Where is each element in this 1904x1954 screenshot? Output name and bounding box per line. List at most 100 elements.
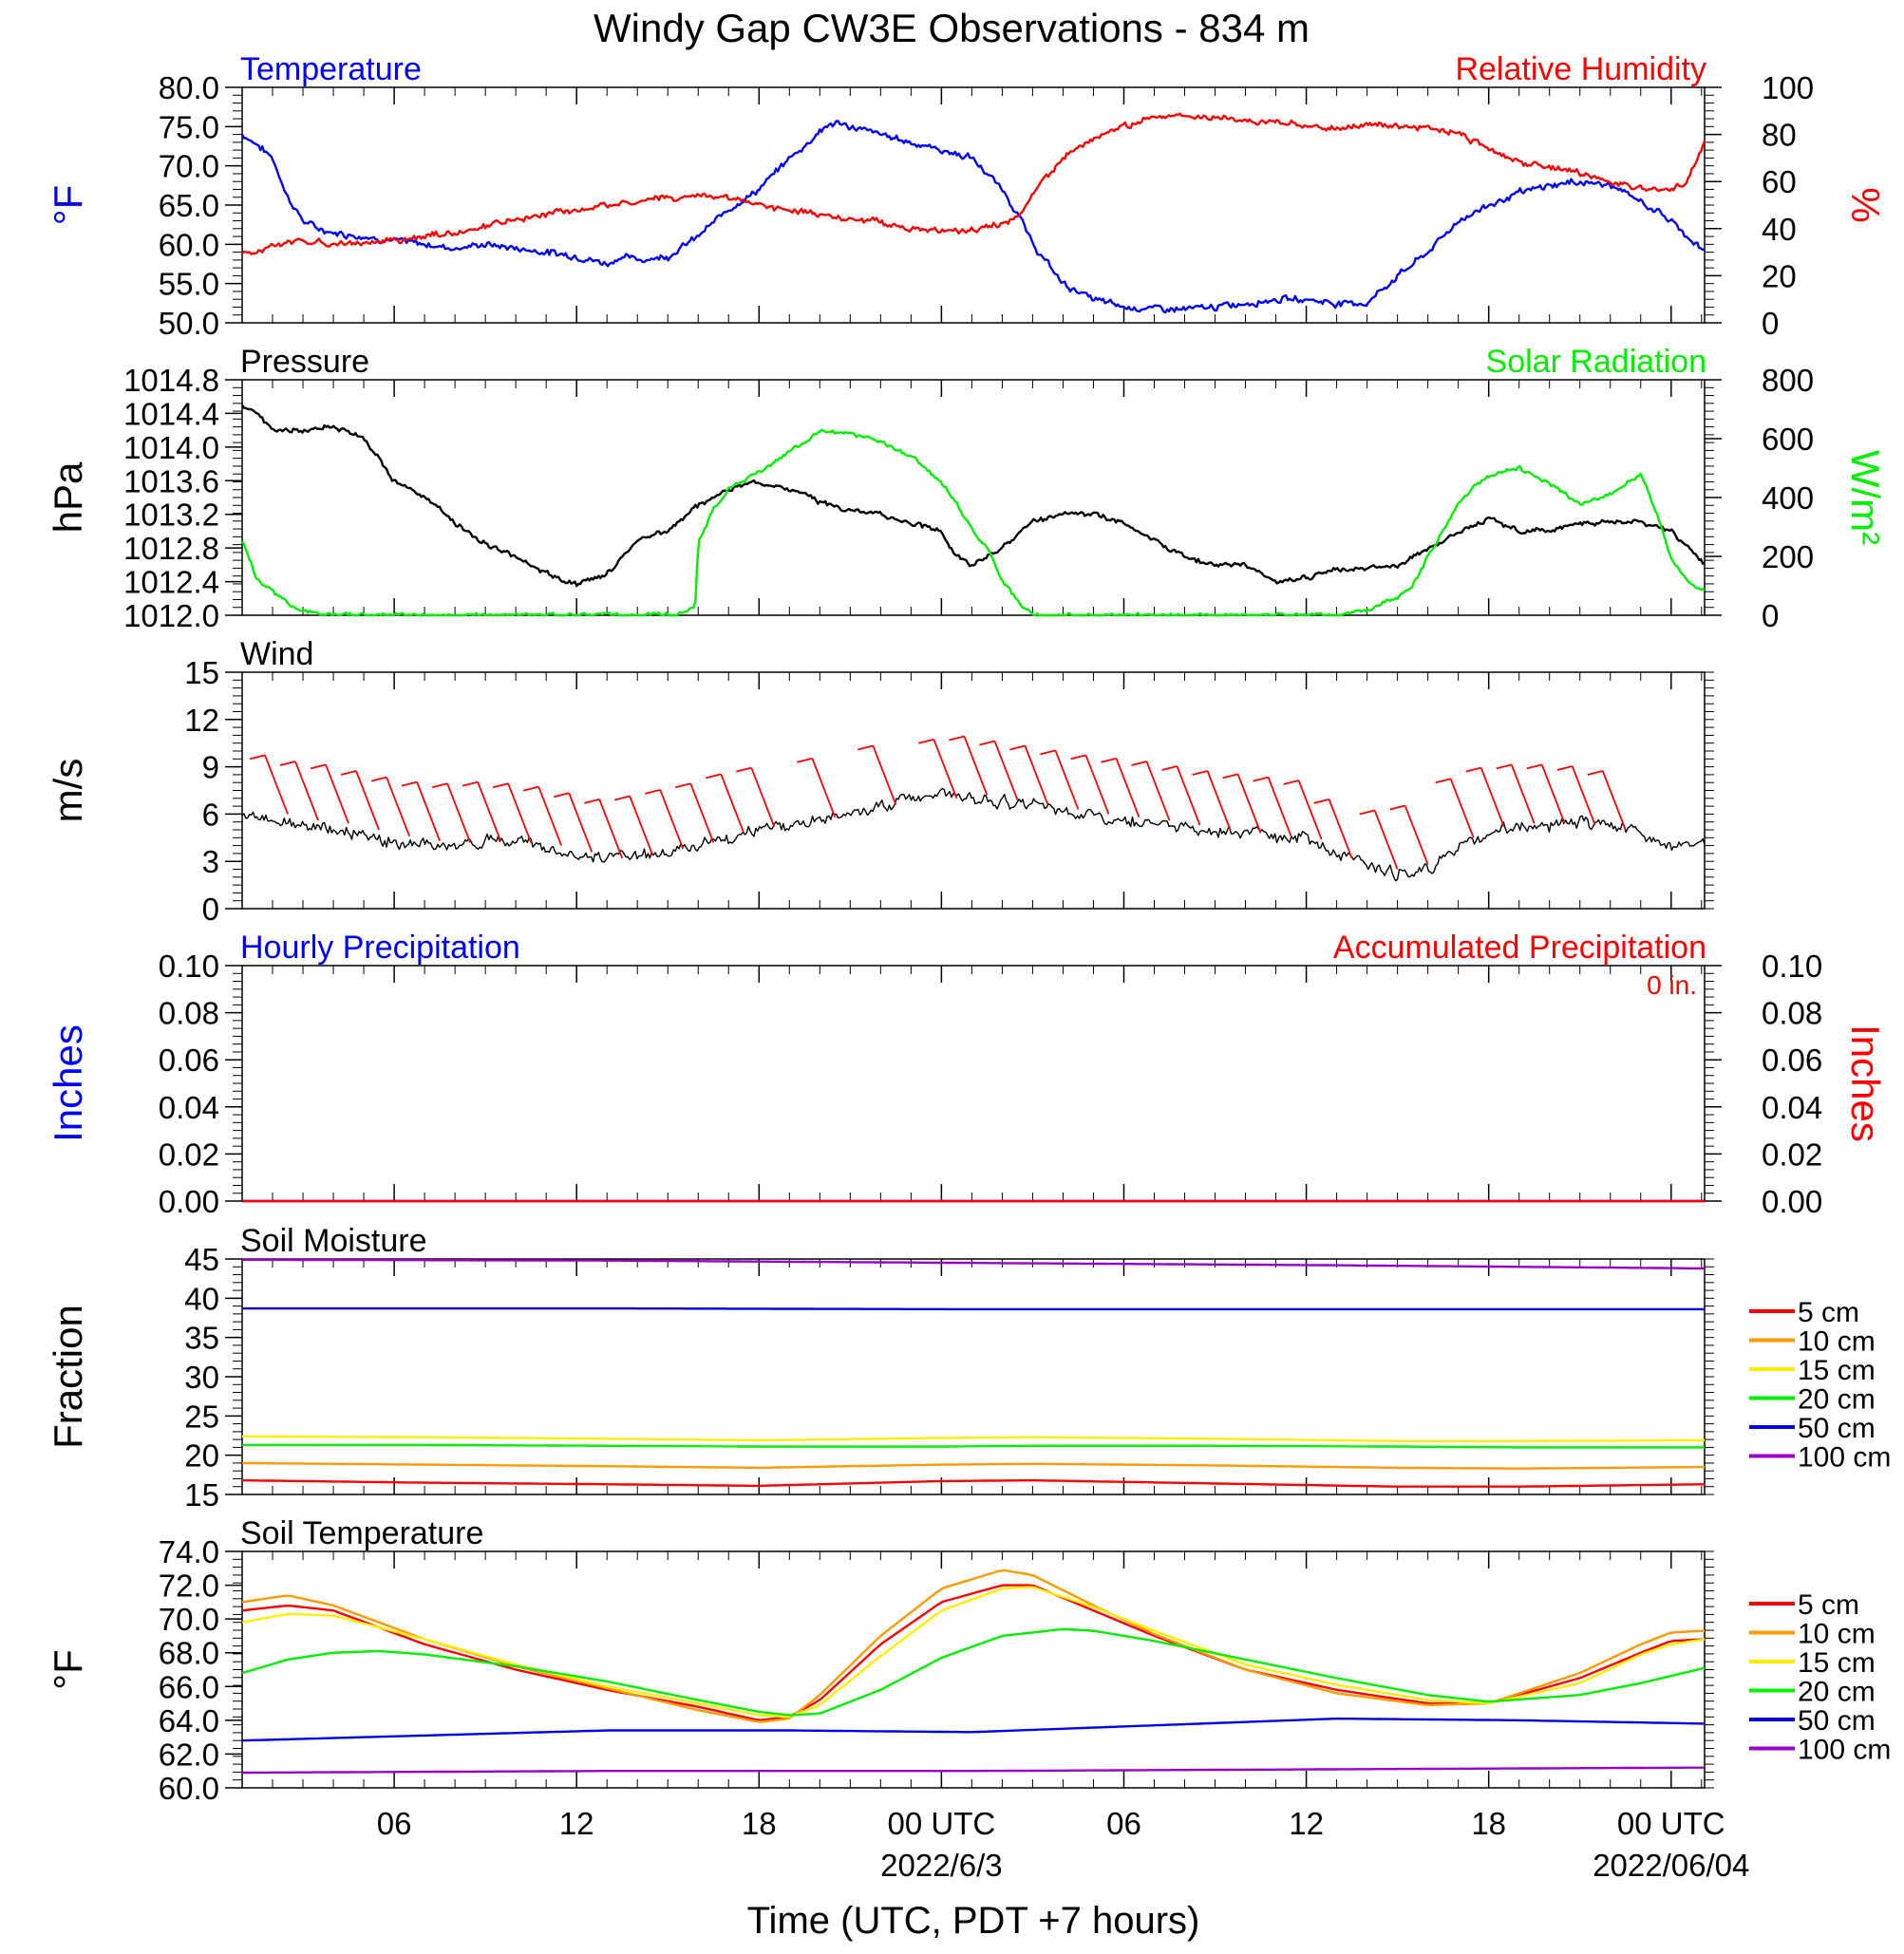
y-tick-label-left: 1014.4 bbox=[123, 396, 219, 431]
y-tick-label-left: 25 bbox=[184, 1399, 219, 1434]
x-tick-label: 00 UTC bbox=[888, 1806, 996, 1841]
panel-title-left: Wind bbox=[240, 636, 313, 672]
legend-label: 10 cm bbox=[1798, 1326, 1876, 1358]
x-tick-label: 06 bbox=[377, 1806, 412, 1841]
wind-barb-flag bbox=[675, 782, 691, 789]
wind-barb-staff bbox=[355, 770, 380, 831]
wind-barb bbox=[1009, 744, 1049, 805]
wind-barb-staff bbox=[1449, 778, 1475, 838]
y-tick-label-left: 80.0 bbox=[159, 70, 219, 105]
wind-barb bbox=[1222, 773, 1262, 834]
x-tick-label: 00 UTC bbox=[1617, 1806, 1725, 1841]
wind-barb-flag bbox=[310, 763, 327, 770]
y-tick-label-left: 72.0 bbox=[159, 1569, 219, 1604]
wind-barb-staff bbox=[1373, 810, 1399, 870]
series-line-100-cm bbox=[242, 1258, 1705, 1270]
wind-barb-staff bbox=[933, 739, 958, 799]
wind-barb-flag bbox=[858, 744, 874, 751]
y-tick-label-right: 0.02 bbox=[1762, 1137, 1822, 1172]
wind-barb-flag bbox=[1359, 809, 1375, 816]
wind-barb-staff bbox=[1480, 767, 1505, 828]
wind-barb bbox=[1070, 754, 1110, 815]
plot-frame bbox=[241, 671, 1706, 910]
accumulated-total-label: 0 in. bbox=[1647, 970, 1697, 1000]
wind-barb bbox=[1131, 761, 1171, 821]
y-tick-label-right: 0.00 bbox=[1762, 1184, 1822, 1219]
wind-barb-flag bbox=[553, 792, 570, 799]
panel-wind: 0 3 6 9 12 15 Wind m/s bbox=[46, 636, 1714, 927]
y-tick-label-left: 30 bbox=[184, 1360, 219, 1395]
wind-barb bbox=[1040, 749, 1080, 810]
y-tick-label-left: 0.10 bbox=[159, 949, 219, 984]
y-tick-label-left: 12 bbox=[184, 703, 219, 738]
y-tick-label-right: 0 bbox=[1762, 598, 1779, 633]
wind-barb-staff bbox=[568, 792, 594, 853]
wind-barb bbox=[706, 773, 745, 834]
wind-barb bbox=[797, 757, 837, 818]
time-axis: 06 12 18 00 UTC 2022/6/3 06 12 18 00 UTC 2022/06/… bbox=[377, 1806, 1750, 1883]
wind-barb-staff bbox=[537, 786, 563, 846]
y-tick-label-right: 0.08 bbox=[1762, 996, 1822, 1031]
wind-barb-flag bbox=[918, 738, 934, 744]
y-tick-label-left: 45 bbox=[184, 1242, 219, 1277]
series-line-20-cm bbox=[241, 1627, 1706, 1717]
wind-barb bbox=[918, 738, 958, 799]
wind-barb-flag bbox=[1101, 757, 1117, 763]
legend-label: 50 cm bbox=[1798, 1705, 1876, 1737]
wind-barb bbox=[462, 780, 501, 841]
y-axis-label-left: °F bbox=[46, 185, 90, 225]
wind-barb-staff bbox=[477, 781, 501, 841]
y-tick-label-left: 64.0 bbox=[159, 1703, 219, 1738]
wind-barb-flag bbox=[1161, 765, 1178, 771]
panel-title-left: Hourly Precipitation bbox=[240, 930, 520, 966]
y-tick-label-left: 35 bbox=[184, 1321, 219, 1356]
legend-label: 5 cm bbox=[1798, 1297, 1859, 1328]
wind-barb-flag bbox=[401, 780, 418, 787]
y-tick-label-left: 62.0 bbox=[159, 1737, 219, 1772]
y-tick-label-left: 50.0 bbox=[159, 306, 219, 341]
wind-barb-flag bbox=[522, 785, 539, 792]
legend-label: 15 cm bbox=[1798, 1647, 1876, 1679]
series-line-20-cm bbox=[242, 1443, 1705, 1449]
wind-barb-staff bbox=[1404, 805, 1429, 865]
wind-barb-staff bbox=[1145, 761, 1171, 821]
wind-barb bbox=[340, 770, 380, 831]
wind-barb-flag bbox=[1587, 770, 1603, 776]
wind-barb bbox=[522, 785, 563, 846]
wind-barb bbox=[858, 744, 897, 805]
wind-barb bbox=[401, 780, 441, 841]
series-line-solar-radiation bbox=[240, 428, 1706, 617]
wind-barb-flag bbox=[431, 782, 448, 789]
wind-barb-flag bbox=[1389, 804, 1405, 811]
wind-barb bbox=[1253, 776, 1292, 836]
wind-barb-staff bbox=[1236, 773, 1262, 834]
series-line-wind bbox=[241, 787, 1706, 882]
plot-frame bbox=[241, 1258, 1706, 1495]
y-tick-label-left: 1014.0 bbox=[123, 430, 219, 465]
wind-barb-staff bbox=[1176, 765, 1201, 826]
wind-barb bbox=[583, 799, 624, 859]
wind-barb bbox=[1587, 770, 1627, 831]
y-tick-label-left: 1012.0 bbox=[123, 598, 219, 633]
legend-label: 100 cm bbox=[1798, 1735, 1891, 1766]
x-tick-label: 18 bbox=[742, 1806, 777, 1841]
y-tick-label-left: 1013.2 bbox=[123, 498, 219, 533]
wind-barb-staff bbox=[629, 796, 654, 855]
wind-barb bbox=[553, 792, 594, 853]
y-tick-label-left: 20 bbox=[184, 1438, 219, 1474]
wind-barb-staff bbox=[1267, 777, 1292, 836]
wind-barb-staff bbox=[1328, 799, 1353, 859]
wind-barb bbox=[675, 782, 715, 843]
y-tick-label-right: 20 bbox=[1762, 258, 1797, 293]
y-tick-label-left: 1012.4 bbox=[123, 565, 219, 600]
wind-barb-staff bbox=[872, 745, 897, 805]
series-line-5-cm bbox=[241, 1478, 1705, 1488]
x-tick-date-label: 2022/6/3 bbox=[880, 1848, 1002, 1883]
panel-temperature-humidity: 50.0 55.0 60.0 65.0 70.0 75.0 80.0 0 20 40 60 80 100… bbox=[46, 51, 1888, 341]
wind-barb-staff bbox=[416, 781, 441, 841]
wind-barb-staff bbox=[1540, 764, 1566, 824]
